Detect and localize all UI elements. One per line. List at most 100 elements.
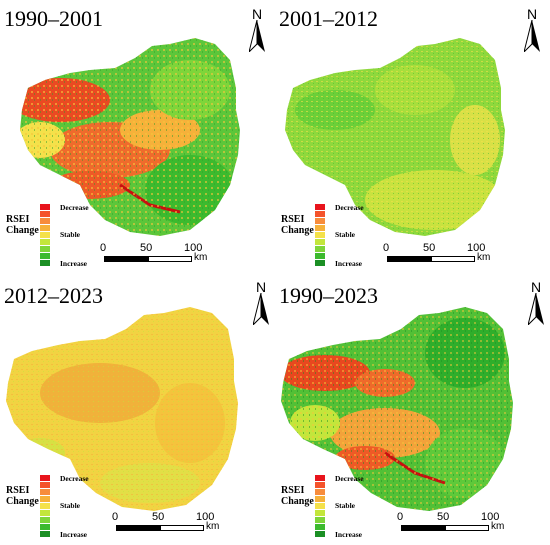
scale-bar: 0 50 100 km bbox=[383, 242, 550, 270]
scale-tick: 50 bbox=[423, 242, 436, 254]
scale-unit: km bbox=[477, 252, 491, 263]
scale-segment bbox=[431, 256, 475, 262]
legend-swatch bbox=[315, 503, 325, 509]
legend: RSEI Change Decrease Stable Increase bbox=[6, 471, 126, 545]
legend-swatch bbox=[315, 239, 325, 245]
panel-title: 1990–2023 bbox=[279, 283, 378, 308]
legend-swatch bbox=[40, 482, 50, 488]
legend-swatch bbox=[315, 531, 325, 537]
legend-swatch bbox=[315, 475, 325, 481]
legend-swatch bbox=[315, 225, 325, 231]
north-arrow-icon: N bbox=[250, 279, 272, 325]
legend-title: RSEI bbox=[6, 485, 30, 496]
legend-swatch bbox=[315, 204, 325, 210]
scale-segment bbox=[387, 256, 433, 262]
legend-title: Change bbox=[6, 496, 39, 507]
legend-swatch bbox=[315, 218, 325, 224]
scale-tick: 0 bbox=[397, 511, 404, 523]
map-panel-1990-2001: 1990–2001 N RSEI Change bbox=[0, 0, 275, 272]
map-panel-1990-2023: 1990–2023 N RSEI Change bbox=[275, 273, 550, 545]
scale-segment bbox=[160, 525, 204, 531]
scale-tick: 0 bbox=[112, 511, 119, 523]
scale-bar: 0 50 100 km bbox=[397, 511, 550, 539]
legend-swatch bbox=[315, 496, 325, 502]
legend-increase-label: Increase bbox=[335, 259, 362, 268]
scale-bar: 0 50 100 km bbox=[112, 511, 282, 539]
scale-unit: km bbox=[206, 521, 220, 532]
north-arrow-icon: N bbox=[521, 6, 543, 52]
legend-swatch bbox=[40, 517, 50, 523]
rsei-change-map bbox=[285, 38, 505, 236]
legend-stable-label: Stable bbox=[335, 230, 356, 239]
legend-decrease-label: Decrease bbox=[335, 474, 364, 483]
scale-segment bbox=[104, 256, 150, 262]
legend-decrease-label: Decrease bbox=[60, 203, 89, 212]
legend-stable-label: Stable bbox=[60, 230, 81, 239]
legend-swatch bbox=[315, 510, 325, 516]
north-arrow-icon: N bbox=[246, 6, 268, 52]
legend-swatch bbox=[315, 482, 325, 488]
legend-swatch bbox=[40, 211, 50, 217]
scale-tick: 100 bbox=[481, 511, 500, 523]
legend-title: RSEI bbox=[281, 485, 305, 496]
legend-swatch bbox=[40, 510, 50, 516]
legend-swatch bbox=[40, 524, 50, 530]
legend: RSEI Change Decrease Stable Increase bbox=[281, 471, 401, 545]
legend-swatch bbox=[40, 475, 50, 481]
legend-swatch bbox=[315, 517, 325, 523]
legend-swatch bbox=[315, 246, 325, 252]
legend-swatch bbox=[40, 204, 50, 210]
legend-swatch bbox=[40, 489, 50, 495]
map-panel-2012-2023: 2012–2023 N RSEI Change Decrease Stable bbox=[0, 273, 275, 545]
legend-swatch bbox=[40, 246, 50, 252]
north-arrow-icon: N bbox=[525, 279, 547, 325]
north-label: N bbox=[530, 279, 542, 295]
scale-tick: 50 bbox=[152, 511, 165, 523]
scale-unit: km bbox=[491, 521, 505, 532]
legend-title: Change bbox=[281, 225, 314, 236]
map-panel-2001-2012: 2001–2012 N RSEI Change Decrease Stable bbox=[275, 0, 550, 272]
legend-decrease-label: Decrease bbox=[60, 474, 89, 483]
north-label: N bbox=[255, 279, 267, 295]
legend-swatch bbox=[40, 239, 50, 245]
scale-tick: 50 bbox=[437, 511, 450, 523]
legend-swatch bbox=[315, 232, 325, 238]
legend-title: Change bbox=[281, 496, 314, 507]
scale-segment bbox=[116, 525, 162, 531]
legend-swatch bbox=[40, 218, 50, 224]
legend-title: Change bbox=[6, 225, 39, 236]
legend-swatch bbox=[40, 496, 50, 502]
rsei-change-map bbox=[20, 38, 240, 236]
legend-increase-label: Increase bbox=[60, 259, 87, 268]
panel-title: 2012–2023 bbox=[4, 283, 103, 308]
scale-tick: 100 bbox=[196, 511, 215, 523]
scale-unit: km bbox=[194, 252, 208, 263]
legend-swatch bbox=[315, 489, 325, 495]
scale-tick: 0 bbox=[383, 242, 390, 254]
legend-title: RSEI bbox=[6, 214, 30, 225]
scale-segment bbox=[445, 525, 489, 531]
scale-segment bbox=[148, 256, 192, 262]
legend-stable-label: Stable bbox=[60, 501, 81, 510]
scale-bar: 0 50 100 km bbox=[100, 242, 270, 270]
legend: RSEI Change Decrease Stable Increase bbox=[281, 200, 401, 274]
legend-swatch bbox=[40, 531, 50, 537]
scale-segment bbox=[401, 525, 447, 531]
legend-title: RSEI bbox=[281, 214, 305, 225]
legend-increase-label: Increase bbox=[60, 530, 87, 539]
scale-tick: 100 bbox=[467, 242, 486, 254]
scale-tick: 0 bbox=[100, 242, 107, 254]
legend: RSEI Change Decrease Stable Increase bbox=[6, 200, 126, 274]
legend-decrease-label: Decrease bbox=[335, 203, 364, 212]
legend-swatch bbox=[40, 503, 50, 509]
legend-increase-label: Increase bbox=[335, 530, 362, 539]
north-label: N bbox=[251, 6, 263, 22]
legend-swatch bbox=[315, 524, 325, 530]
legend-swatch bbox=[40, 232, 50, 238]
scale-tick: 50 bbox=[140, 242, 153, 254]
panel-title: 2001–2012 bbox=[279, 6, 378, 31]
panel-title: 1990–2001 bbox=[4, 6, 103, 31]
scale-tick: 100 bbox=[184, 242, 203, 254]
legend-swatch bbox=[40, 253, 50, 259]
legend-swatch bbox=[315, 253, 325, 259]
